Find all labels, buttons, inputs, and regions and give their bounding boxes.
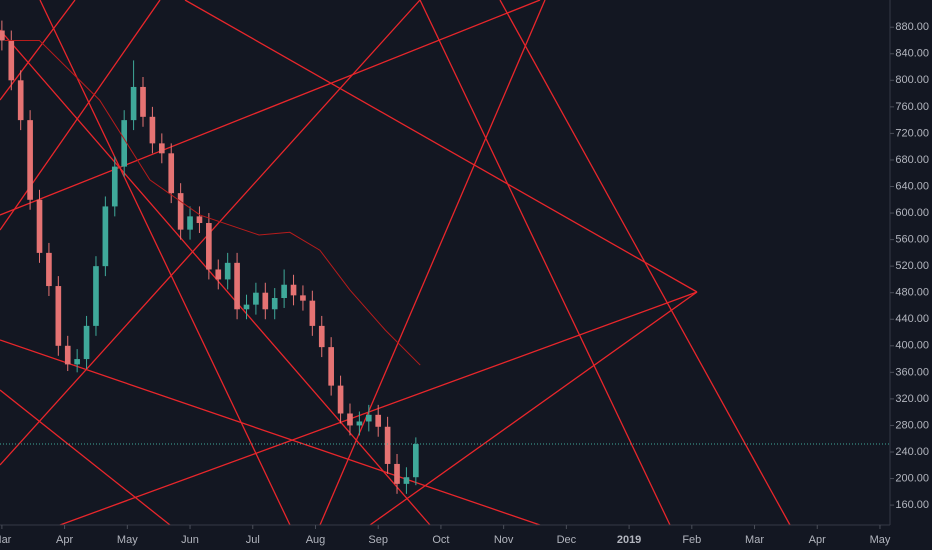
candles (0, 20, 419, 494)
trend-line (319, 0, 546, 526)
candle-body (215, 269, 222, 280)
candle-body (243, 304, 250, 310)
trend-line (419, 0, 671, 526)
candle-body (158, 143, 165, 154)
candle-body (140, 86, 146, 117)
trend-line (0, 339, 541, 526)
candle-body (365, 414, 372, 422)
y-tick-label: 800.00 (895, 74, 929, 86)
y-tick-label: 320.00 (895, 393, 929, 405)
candle-body (111, 166, 118, 207)
y-tick-label: 720.00 (895, 127, 929, 139)
candle-body (130, 86, 137, 121)
y-tick-label: 680.00 (895, 154, 929, 166)
candle-body (64, 345, 71, 365)
candle-body (27, 120, 33, 200)
trend-line (39, 0, 291, 526)
candle-body (0, 30, 5, 41)
trend-line (499, 0, 791, 526)
candle-body (403, 477, 410, 484)
y-tick-label: 240.00 (895, 446, 929, 458)
y-tick-label: 520.00 (895, 260, 929, 272)
x-tick-label: Mar (745, 534, 764, 546)
candle-body (253, 292, 259, 305)
candle-body (318, 325, 325, 348)
candle-body (224, 262, 231, 280)
trend-line (0, 29, 431, 526)
y-tick-label: 760.00 (895, 101, 929, 113)
candle-body (196, 216, 203, 224)
x-tick-label: Apr (809, 534, 826, 546)
y-tick-label: 400.00 (895, 340, 929, 352)
candle-body (356, 421, 363, 426)
candle-body (74, 359, 80, 365)
y-tick-label: 480.00 (895, 287, 929, 299)
candle-body (206, 223, 212, 270)
y-tick-label: 560.00 (895, 234, 929, 246)
candle-body (168, 153, 175, 194)
candle-body (290, 284, 297, 296)
candle-body (309, 300, 316, 326)
y-tick-label: 200.00 (895, 472, 929, 484)
trend-line (184, 0, 698, 293)
candle-body (394, 463, 400, 484)
x-tick-label: May (117, 534, 138, 546)
y-tick-label: 840.00 (895, 48, 929, 60)
x-tick-label: Aug (306, 534, 326, 546)
candle-body (271, 298, 278, 310)
x-tick-label: Feb (682, 534, 701, 546)
candle-body (300, 295, 306, 301)
candle-body (93, 266, 99, 326)
candle-body (337, 385, 344, 414)
candle-body (149, 116, 156, 144)
y-tick-label: 600.00 (895, 207, 929, 219)
candle-body (328, 347, 334, 386)
candle-body (17, 80, 24, 121)
x-tick-label: Sep (368, 534, 388, 546)
candle-body (347, 413, 353, 426)
candle-body (413, 444, 419, 478)
candle-body (177, 193, 184, 230)
candle-body (46, 252, 52, 287)
y-tick-label: 360.00 (895, 366, 929, 378)
candle-body (102, 206, 109, 267)
candle-body (83, 325, 90, 360)
x-tick-label: Nov (494, 534, 514, 546)
trend-line (0, 0, 541, 216)
x-tick-label: Apr (56, 534, 73, 546)
x-tick-label: Jun (181, 534, 199, 546)
candle-body (187, 216, 193, 230)
x-tick-label: Mar (0, 534, 12, 546)
trend-line (0, 0, 76, 101)
y-tick-label: 280.00 (895, 419, 929, 431)
x-tick-label: Dec (557, 534, 577, 546)
moving-average (5, 39, 421, 366)
y-tick-label: 640.00 (895, 180, 929, 192)
y-tick-label: 880.00 (895, 21, 929, 33)
candle-body (281, 284, 287, 299)
candle-body (121, 120, 128, 167)
x-tick-label: May (870, 534, 891, 546)
x-tick-label: 2019 (617, 534, 641, 546)
candle-body (55, 286, 62, 346)
trend-line (0, 0, 161, 231)
drawings (0, 0, 791, 526)
x-tick-label: Oct (432, 534, 449, 546)
candle-body (262, 292, 269, 310)
candle-body (375, 414, 382, 427)
candle-body (384, 426, 391, 464)
y-tick-label: 440.00 (895, 313, 929, 325)
candle-body (36, 199, 43, 253)
x-tick-label: Jul (246, 534, 260, 546)
trend-line (369, 291, 698, 526)
candle-body (234, 262, 240, 310)
y-tick-label: 160.00 (895, 499, 929, 511)
candle-body (8, 40, 15, 81)
trend-line (0, 389, 171, 526)
